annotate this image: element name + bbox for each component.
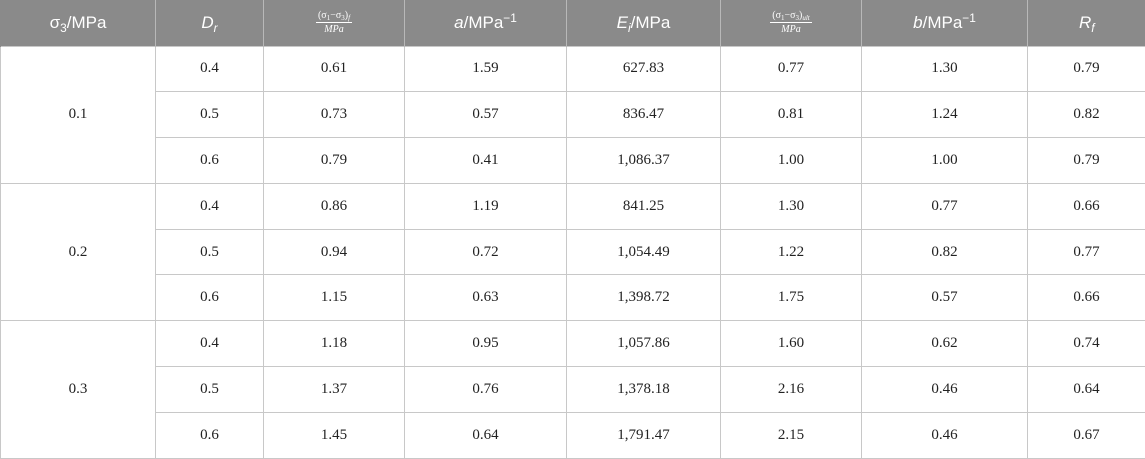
cell-ei: 1,057.86 [566, 320, 721, 368]
cell-failure-stress: 0.79 [263, 137, 405, 184]
table-row: 0.5 0.94 0.72 1,054.49 1.22 0.82 0.77 [1, 228, 1145, 276]
cell-failure-stress: 1.45 [263, 411, 405, 459]
header-sigma3: σ3/MPa [0, 0, 156, 46]
cell-ei: 841.25 [566, 182, 721, 230]
cell-ei: 1,378.18 [566, 366, 721, 413]
cell-b: 0.62 [861, 320, 1028, 368]
cell-dr: 0.6 [155, 274, 264, 322]
cell-a: 0.64 [404, 411, 567, 459]
table-row: 0.2 0.4 0.86 1.19 841.25 1.30 0.77 0.66 [0, 182, 1145, 322]
cell-ei: 836.47 [566, 91, 721, 139]
cell-ultimate-stress: 2.15 [720, 411, 862, 459]
cell-ei: 1,791.47 [566, 411, 721, 459]
cell-failure-stress: 1.37 [263, 366, 405, 413]
table-row: 0.6 1.45 0.64 1,791.47 2.15 0.46 0.67 [1, 411, 1145, 459]
cell-dr: 0.4 [155, 182, 264, 230]
cell-rf: 0.79 [1027, 45, 1145, 93]
cell-rf: 0.82 [1027, 91, 1145, 139]
cell-b: 0.57 [861, 274, 1028, 322]
cell-failure-stress: 1.18 [263, 320, 405, 368]
cell-failure-stress: 0.94 [263, 228, 405, 276]
cell-b: 0.77 [861, 182, 1028, 230]
cell-rf: 0.77 [1027, 228, 1145, 276]
header-b: b/MPa−1 [861, 0, 1028, 46]
cell-ei: 1,398.72 [566, 274, 721, 322]
cell-ei: 1,086.37 [566, 137, 721, 184]
cell-a: 1.19 [404, 182, 567, 230]
cell-ei: 1,054.49 [566, 228, 721, 276]
cell-a: 0.41 [404, 137, 567, 184]
cell-dr: 0.4 [155, 45, 264, 93]
header-failure-deviator-stress: (σ1−σ3)f MPa [263, 0, 405, 46]
cell-a: 0.57 [404, 91, 567, 139]
cell-ultimate-stress: 0.77 [720, 45, 862, 93]
table-row: 0.3 0.4 1.18 0.95 1,057.86 1.60 0.62 0.7… [0, 320, 1145, 459]
cell-dr: 0.5 [155, 228, 264, 276]
cell-rf: 0.79 [1027, 137, 1145, 184]
cell-b: 1.00 [861, 137, 1028, 184]
cell-ultimate-stress: 1.75 [720, 274, 862, 322]
header-row: σ3/MPa Dr (σ1−σ3)f MPa a/MPa−1 Ei/MPa (σ… [0, 0, 1145, 46]
cell-ei: 627.83 [566, 45, 721, 93]
header-ei: Ei/MPa [566, 0, 721, 46]
table-row: 0.6 0.79 0.41 1,086.37 1.00 1.00 0.79 [1, 137, 1145, 184]
cell-sigma3: 0.2 [0, 182, 156, 322]
cell-b: 1.30 [861, 45, 1028, 93]
cell-ultimate-stress: 1.60 [720, 320, 862, 368]
table-row: 0.5 1.37 0.76 1,378.18 2.16 0.46 0.64 [1, 366, 1145, 413]
table-row: 0.5 0.73 0.57 836.47 0.81 1.24 0.82 [1, 91, 1145, 139]
cell-ultimate-stress: 2.16 [720, 366, 862, 413]
cell-b: 0.46 [861, 366, 1028, 413]
table-row: 0.6 1.15 0.63 1,398.72 1.75 0.57 0.66 [1, 274, 1145, 322]
cell-a: 0.63 [404, 274, 567, 322]
cell-sigma3: 0.3 [0, 320, 156, 459]
cell-b: 0.46 [861, 411, 1028, 459]
cell-dr: 0.5 [155, 91, 264, 139]
cell-rf: 0.67 [1027, 411, 1145, 459]
cell-rf: 0.66 [1027, 182, 1145, 230]
cell-failure-stress: 0.73 [263, 91, 405, 139]
cell-dr: 0.6 [155, 411, 264, 459]
header-ultimate-deviator-stress: (σ1−σ3)ult MPa [720, 0, 862, 46]
cell-failure-stress: 0.61 [263, 45, 405, 93]
cell-ultimate-stress: 0.81 [720, 91, 862, 139]
header-rf: Rf [1027, 0, 1145, 46]
cell-a: 0.95 [404, 320, 567, 368]
cell-ultimate-stress: 1.22 [720, 228, 862, 276]
cell-rf: 0.74 [1027, 320, 1145, 368]
cell-dr: 0.6 [155, 137, 264, 184]
cell-dr: 0.4 [155, 320, 264, 368]
cell-a: 1.59 [404, 45, 567, 93]
cell-rf: 0.64 [1027, 366, 1145, 413]
cell-a: 0.76 [404, 366, 567, 413]
cell-dr: 0.5 [155, 366, 264, 413]
cell-failure-stress: 1.15 [263, 274, 405, 322]
cell-b: 1.24 [861, 91, 1028, 139]
cell-sigma3: 0.1 [0, 45, 156, 184]
cell-ultimate-stress: 1.00 [720, 137, 862, 184]
table-row: 0.1 0.4 0.61 1.59 627.83 0.77 1.30 0.79 [0, 45, 1145, 184]
cell-b: 0.82 [861, 228, 1028, 276]
cell-a: 0.72 [404, 228, 567, 276]
cell-rf: 0.66 [1027, 274, 1145, 322]
header-dr: Dr [155, 0, 264, 46]
header-a: a/MPa−1 [404, 0, 567, 46]
cell-failure-stress: 0.86 [263, 182, 405, 230]
cell-ultimate-stress: 1.30 [720, 182, 862, 230]
